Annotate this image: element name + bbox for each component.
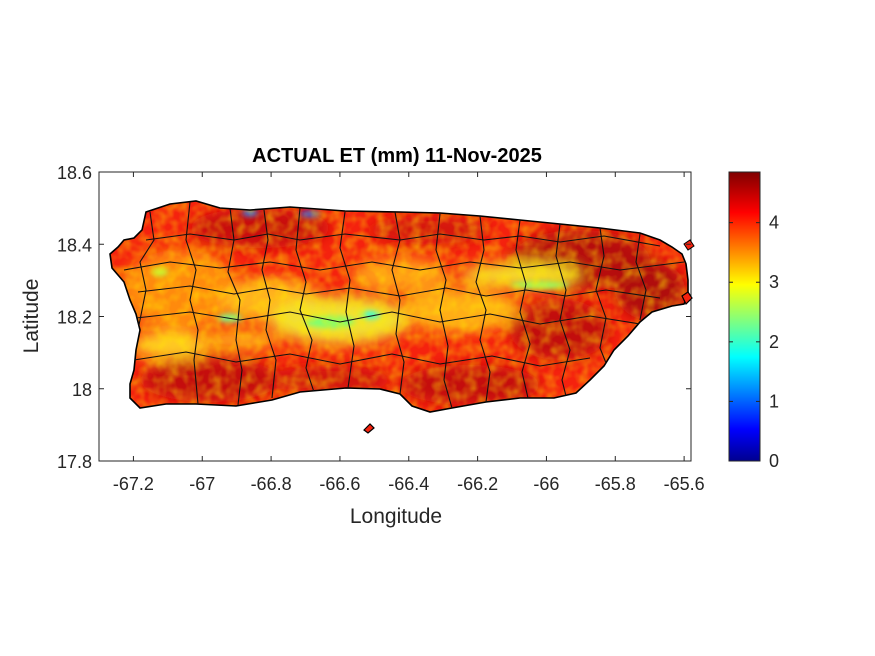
x-tick-label: -66.4: [388, 474, 429, 494]
x-tick-label: -65.8: [595, 474, 636, 494]
small-island-caja-de-muertos: [363, 423, 375, 434]
colorbar-tick-label: 1: [769, 391, 779, 411]
y-tick-label: 18.6: [57, 163, 92, 183]
x-tick-label: -66.8: [251, 474, 292, 494]
colorbar-tick-label: 2: [769, 332, 779, 352]
x-tick-label: -66.6: [319, 474, 360, 494]
y-axis: 18.6 18.4 18.2 18 17.8: [57, 163, 691, 472]
colorbar-tick-label: 4: [769, 213, 779, 233]
x-tick-label: -66.2: [457, 474, 498, 494]
x-tick-label: -65.6: [664, 474, 705, 494]
x-tick-label: -66: [533, 474, 559, 494]
small-island-northeast: [683, 239, 695, 251]
y-tick-label: 18.2: [57, 308, 92, 328]
colorbar-ticks: 4 3 2 1 0: [729, 213, 779, 471]
y-axis-label: Latitude: [20, 279, 43, 354]
y-tick-label: 17.8: [57, 452, 92, 472]
colorbar-tick-label: 3: [769, 272, 779, 292]
island-coastline: [109, 200, 689, 413]
x-tick-label: -67: [189, 474, 215, 494]
chart-title: ACTUAL ET (mm) 11-Nov-2025: [252, 145, 542, 167]
x-axis: -67.2 -67 -66.8 -66.6 -66.4 -66.2 -66 -65.8 -65.…: [113, 172, 705, 494]
x-tick-label: -67.2: [113, 474, 154, 494]
colorbar-tick-label: 0: [769, 451, 779, 471]
y-tick-label: 18.4: [57, 235, 92, 255]
small-island-east: [681, 291, 693, 306]
x-axis-label: Longitude: [350, 505, 442, 528]
municipality-boundaries: [123, 201, 685, 409]
y-tick-label: 18: [72, 380, 92, 400]
colorbar: [728, 171, 761, 462]
